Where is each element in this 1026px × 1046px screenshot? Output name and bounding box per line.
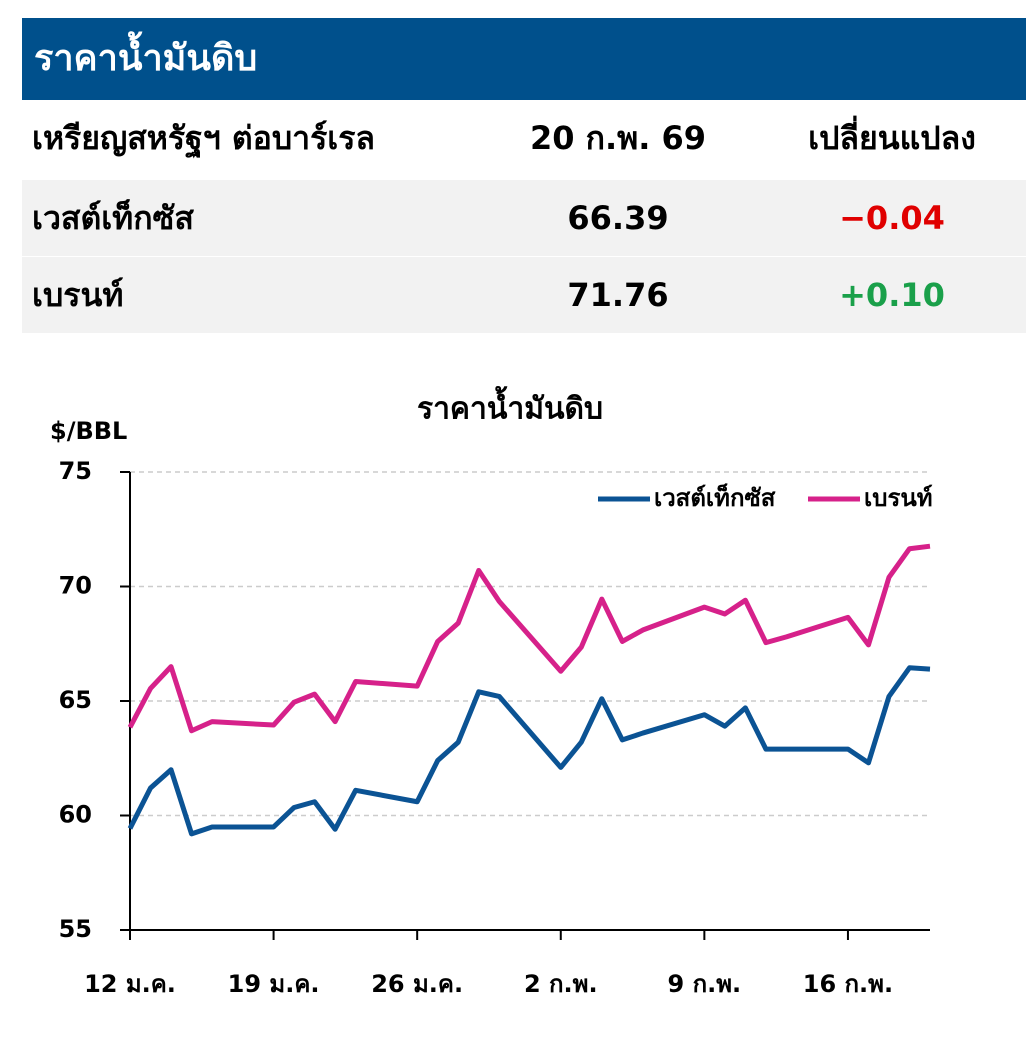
chart-title: ราคาน้ำมันดิบ bbox=[417, 386, 603, 427]
y-axis-label: $/BBL bbox=[50, 417, 127, 445]
column-header: 20 ก.พ. 69 bbox=[529, 119, 707, 157]
cell: 71.76 bbox=[567, 276, 669, 314]
cell: +0.10 bbox=[839, 276, 945, 314]
x-tick-label: 16 ก.พ. bbox=[803, 970, 893, 998]
header-title: ราคาน้ำมันดิบ bbox=[22, 18, 1026, 100]
cell: เวสต์เท็กซัส bbox=[32, 199, 194, 237]
y-tick-label: 75 bbox=[59, 457, 92, 485]
column-header: เหรียญสหรัฐฯ ต่อบาร์เรล bbox=[32, 119, 376, 157]
series-line bbox=[127, 543, 931, 734]
table-row: เบรนท์ 71.76 +0.10 bbox=[22, 256, 1026, 333]
cell: เบรนท์ bbox=[32, 276, 124, 314]
x-tick-label: 26 ม.ค. bbox=[371, 970, 463, 998]
table-row: เวสต์เท็กซัส 66.39 −0.04 bbox=[22, 180, 1026, 256]
x-tick-label: 19 ม.ค. bbox=[228, 970, 320, 998]
y-tick-label: 60 bbox=[59, 801, 92, 829]
series-line bbox=[127, 665, 931, 837]
x-tick-label: 9 ก.พ. bbox=[668, 970, 742, 998]
y-tick-label: 70 bbox=[59, 572, 92, 600]
chart: ราคาน้ำมันดิบ $/BBL 55 60 65 70 75 12 ม.ค. 19 … bbox=[50, 386, 933, 999]
table-header: เหรียญสหรัฐฯ ต่อบาร์เรล 20 ก.พ. 69 เปลี่… bbox=[22, 100, 1026, 176]
legend-label: เบรนท์ bbox=[864, 484, 933, 512]
x-tick-label: 12 ม.ค. bbox=[84, 970, 176, 998]
cell: −0.04 bbox=[839, 199, 945, 237]
y-tick-label: 65 bbox=[59, 686, 92, 714]
x-tick-label: 2 ก.พ. bbox=[524, 970, 598, 998]
column-header: เปลี่ยนแปลง bbox=[808, 119, 976, 157]
y-tick-label: 55 bbox=[59, 915, 92, 943]
cell: 66.39 bbox=[567, 199, 669, 237]
legend-label: เวสต์เท็กซัส bbox=[654, 483, 776, 512]
